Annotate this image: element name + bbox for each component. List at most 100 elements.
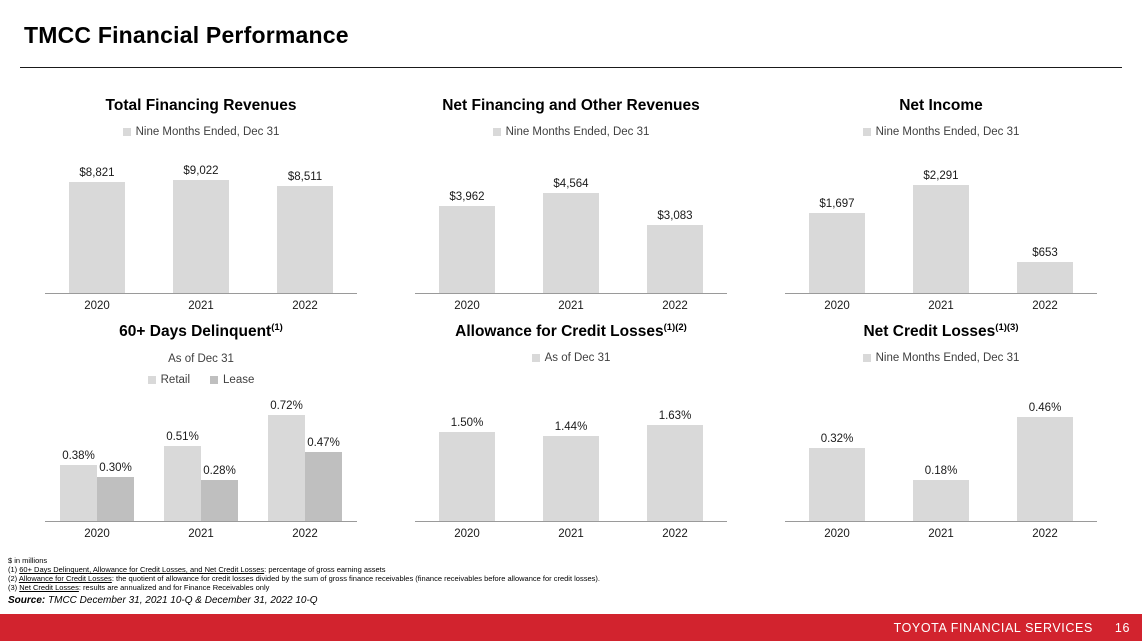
bar-group: 0.72% 0.47% (253, 400, 357, 521)
bar-column: 1.44% (543, 421, 599, 521)
legend-swatch (492, 128, 501, 137)
chart-title: Net Credit Losses(1)(3) (863, 322, 1018, 343)
bar-column: $2,291 (913, 170, 969, 293)
bar-group: $4,564 (519, 178, 623, 293)
charts-row-top: Total Financing Revenues Nine Months End… (0, 96, 1142, 312)
bar (305, 452, 342, 521)
chart-subtitle: As of Dec 31 (168, 353, 234, 366)
bar-column: 0.72% (268, 400, 305, 521)
bar-group: 0.18% (889, 465, 993, 521)
chart-net-credit-losses: Net Credit Losses(1)(3) Nine Months Ende… (766, 322, 1116, 540)
legend-swatch (210, 376, 219, 385)
x-tick-label: 2022 (1032, 300, 1058, 312)
x-tick-label: 2021 (188, 528, 214, 540)
value-label: 0.47% (307, 437, 340, 449)
x-tick-label: 2021 (928, 528, 954, 540)
legend-item: Lease (210, 374, 254, 386)
bar (201, 480, 238, 521)
legend-swatch (862, 128, 871, 137)
bar (439, 206, 495, 293)
value-label: 1.50% (450, 417, 484, 429)
chart-legend: Nine Months Ended, Dec 31 (766, 126, 1116, 138)
charts-row-bottom: 60+ Days Delinquent(1) As of Dec 31 Reta… (0, 322, 1142, 540)
legend-swatch (862, 354, 871, 363)
x-tick-label: 2020 (454, 528, 480, 540)
bar-column: 0.38% (60, 450, 97, 521)
value-label: 0.32% (820, 433, 854, 445)
bar-column: $653 (1017, 247, 1073, 293)
source-label: Source: (8, 594, 46, 606)
bar (439, 432, 495, 521)
bar-group: 0.51% 0.28% (149, 431, 253, 521)
bar-group: 1.44% (519, 421, 623, 521)
value-label: $653 (1032, 247, 1058, 259)
chart-title-superscript: (1) (271, 322, 283, 333)
footer-bar: TOYOTA FINANCIAL SERVICES 16 (0, 614, 1142, 641)
value-label: $8,821 (79, 167, 115, 179)
bar (277, 186, 333, 293)
chart-x-labels: 2020 2021 2022 (45, 528, 357, 540)
chart-plot: $1,697 $2,291 $653 (785, 161, 1097, 294)
source-text: TMCC December 31, 2021 10-Q & December 3… (45, 594, 318, 606)
bar-group: 0.38% 0.30% (45, 450, 149, 521)
chart-net-financing-and-other-revenues: Net Financing and Other Revenues Nine Mo… (396, 96, 746, 312)
legend-item: Nine Months Ended, Dec 31 (862, 126, 1019, 138)
chart-title: Allowance for Credit Losses(1)(2) (455, 322, 687, 343)
chart-plot: 0.32% 0.18% 0.46% (785, 402, 1097, 522)
footnotes: $ in millions (1) 60+ Days Delinquent, A… (8, 556, 600, 607)
bar-column: 1.50% (439, 417, 495, 521)
legend-swatch (122, 128, 131, 137)
bar-column: 0.46% (1017, 402, 1073, 521)
chart-plot: $3,962 $4,564 $3,083 (415, 161, 727, 294)
value-label: $9,022 (183, 165, 219, 177)
bar (809, 213, 865, 293)
chart-x-labels: 2020 2021 2022 (415, 300, 727, 312)
bar-group: 0.32% (785, 433, 889, 521)
bar (268, 415, 305, 521)
bar (647, 225, 703, 293)
x-tick-label: 2021 (558, 528, 584, 540)
chart-legend: Nine Months Ended, Dec 31 (396, 126, 746, 138)
bar-group: $3,083 (623, 210, 727, 293)
bar (913, 185, 969, 293)
legend-item: Nine Months Ended, Dec 31 (492, 126, 649, 138)
chart-title-text: 60+ Days Delinquent (119, 323, 272, 341)
x-tick-label: 2022 (662, 300, 688, 312)
bar (97, 477, 134, 521)
value-label: $2,291 (923, 170, 959, 182)
bar (647, 425, 703, 521)
chart-plot: 0.38% 0.30% 0.51% 0.28% 0.72% 0.47% (45, 400, 357, 522)
bar-group: 0.46% (993, 402, 1097, 521)
bar (1017, 417, 1073, 521)
bar-column: $9,022 (173, 165, 229, 293)
legend-item: Nine Months Ended, Dec 31 (122, 126, 279, 138)
legend-item: As of Dec 31 (531, 352, 610, 364)
x-tick-label: 2021 (558, 300, 584, 312)
chart-title-superscript: (1)(2) (663, 322, 687, 333)
value-label: 1.44% (554, 421, 588, 433)
value-label: $3,962 (449, 191, 485, 203)
bar-column: $1,697 (809, 198, 865, 293)
bar-column: $3,083 (647, 210, 703, 293)
bar-column: 0.32% (809, 433, 865, 521)
value-label: 0.51% (166, 431, 199, 443)
bar (164, 446, 201, 521)
page-title: TMCC Financial Performance (24, 22, 349, 48)
chart-plot: $8,821 $9,022 $8,511 (45, 161, 357, 294)
chart-title-text: Net Financing and Other Revenues (442, 97, 700, 115)
bar-group: 1.63% (623, 410, 727, 521)
bar-column: 0.28% (201, 465, 238, 521)
chart-legend: Nine Months Ended, Dec 31 (766, 352, 1116, 364)
bar (913, 480, 969, 521)
x-tick-label: 2020 (824, 528, 850, 540)
legend-swatch (531, 354, 540, 363)
x-tick-label: 2021 (928, 300, 954, 312)
legend-item: Retail (147, 374, 190, 386)
bar-group: 1.50% (415, 417, 519, 521)
value-label: $1,697 (819, 198, 855, 210)
value-label: 0.30% (99, 462, 132, 474)
legend-swatch (147, 376, 156, 385)
x-tick-label: 2020 (84, 528, 110, 540)
bar-column: 0.47% (305, 437, 342, 521)
bar-column: $8,511 (277, 171, 333, 293)
